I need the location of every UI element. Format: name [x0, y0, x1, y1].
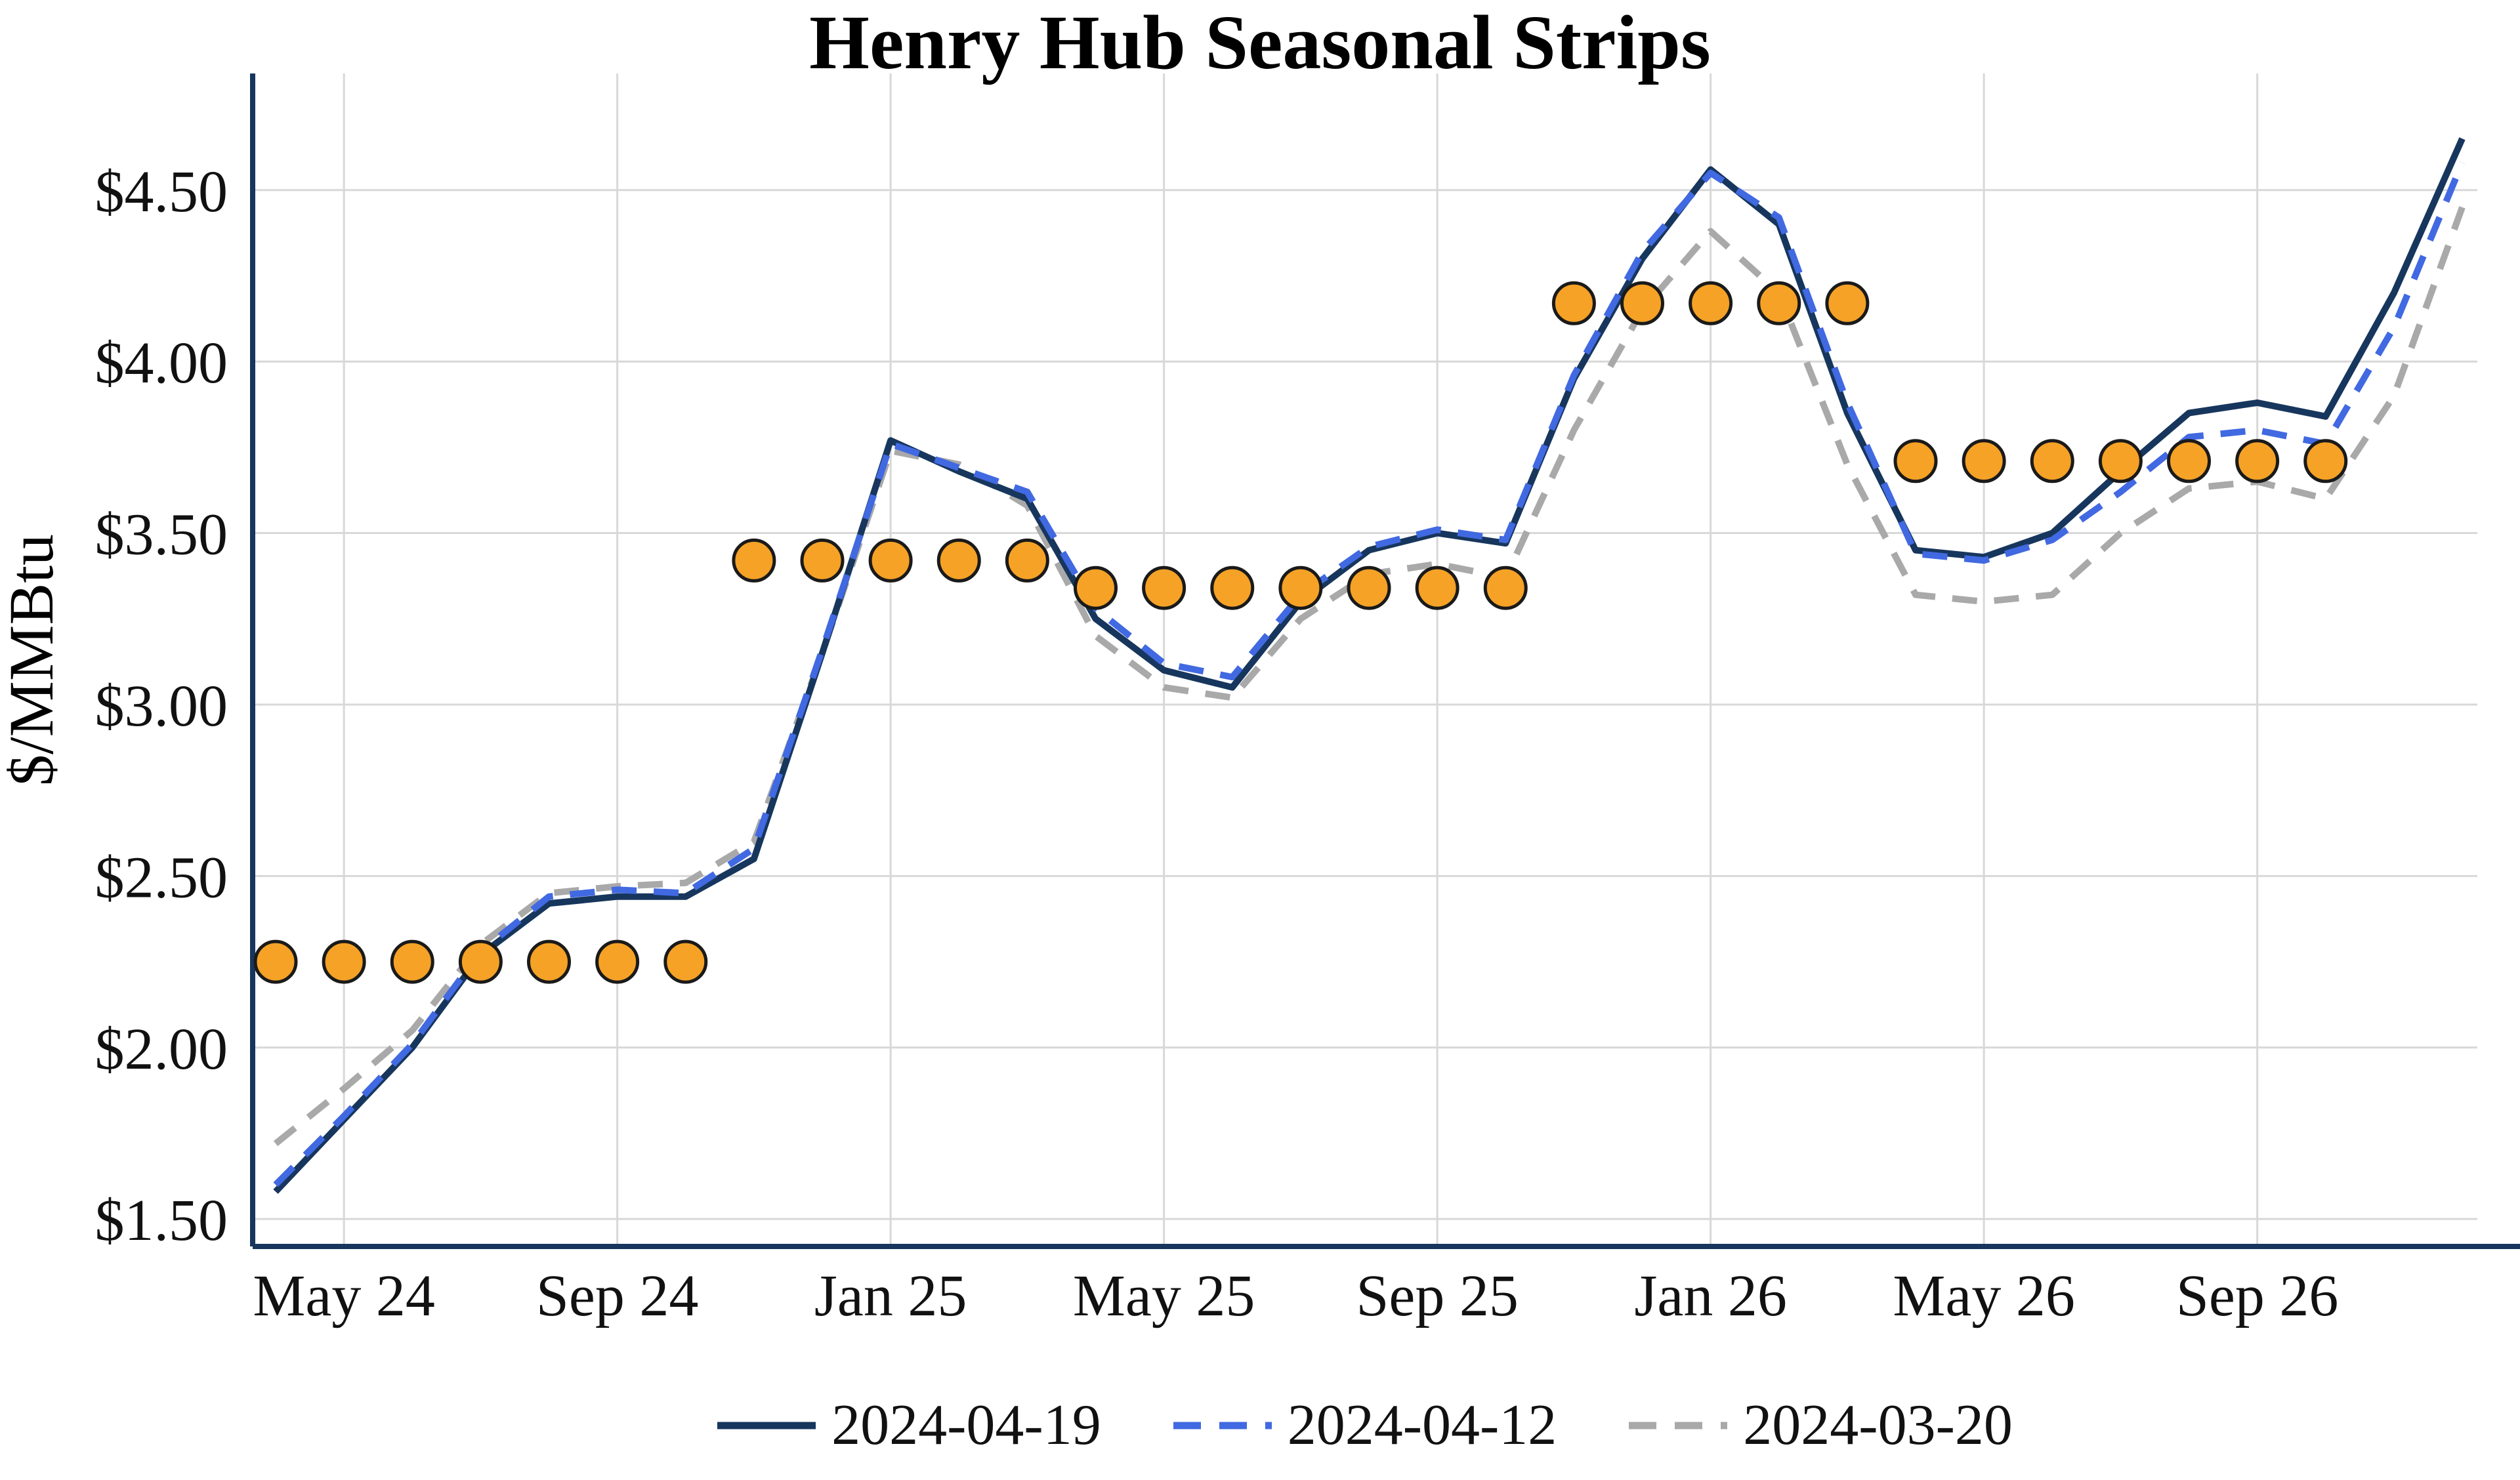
- strip-marker: [458, 939, 503, 984]
- axes-layer: [250, 73, 2520, 1249]
- tick-labels-layer: $1.50 $2.00 $2.50 $3.00 $3.50 $4.00 $4.50 May 2…: [95, 159, 2339, 1328]
- strip-marker: [595, 939, 640, 984]
- strip-marker: [1689, 281, 1733, 325]
- strip-marker: [2235, 439, 2280, 483]
- series-line-2024-04-19: [273, 137, 2466, 1194]
- strip-marker: [1415, 565, 1460, 610]
- x-tick-label: Sep 24: [536, 1264, 699, 1328]
- y-tick-label: $1.50: [95, 1188, 228, 1253]
- legend-swatch-dashed-line: [1173, 1422, 1272, 1429]
- legend: 2024-04-19 2024-04-12 2024-03-20: [253, 1383, 2477, 1468]
- strip-marker: [2030, 439, 2074, 483]
- strip-marker: [1551, 281, 1596, 325]
- x-tick-label: May 24: [253, 1264, 434, 1328]
- strip-marker: [732, 538, 776, 583]
- x-tick-label: Jan 25: [814, 1264, 967, 1328]
- legend-swatch-dashed-line: [1629, 1422, 1728, 1429]
- y-tick-label: $2.00: [95, 1017, 228, 1082]
- x-tick-label: Jan 26: [1634, 1264, 1786, 1328]
- strip-marker: [663, 939, 708, 984]
- legend-item-series-1: 2024-04-12: [1173, 1397, 1557, 1454]
- legend-label: 2024-03-20: [1743, 1393, 2013, 1457]
- strip-marker: [1757, 281, 1801, 325]
- strip-marker: [1620, 281, 1664, 325]
- legend-item-series-0: 2024-04-19: [717, 1397, 1101, 1454]
- strip-marker: [1074, 565, 1118, 610]
- strip-marker: [1005, 538, 1049, 583]
- strip-marker: [2098, 439, 2143, 483]
- series-line-2024-04-12: [273, 161, 2466, 1187]
- strip-marker: [2167, 439, 2211, 483]
- strip-marker: [800, 538, 845, 583]
- strip-marker: [1347, 565, 1391, 610]
- chart-title: Henry Hub Seasonal Strips: [809, 0, 1711, 85]
- strip-marker: [253, 939, 298, 984]
- x-tick-label: Sep 26: [2176, 1264, 2339, 1328]
- legend-label: 2024-04-12: [1287, 1393, 1557, 1457]
- series-line-2024-03-20: [273, 206, 2466, 1147]
- legend-item-series-2: 2024-03-20: [1629, 1397, 2013, 1454]
- strip-marker: [1483, 565, 1528, 610]
- grid-layer: [253, 73, 2477, 1246]
- x-tick-label: May 25: [1073, 1264, 1255, 1328]
- strip-marker: [1278, 565, 1323, 610]
- strip-marker: [1962, 439, 2006, 483]
- strip-marker: [390, 939, 434, 984]
- strip-marker: [936, 538, 981, 583]
- strip-marker: [1893, 439, 1938, 483]
- y-tick-label: $3.50: [95, 503, 228, 567]
- y-tick-label: $4.50: [95, 159, 228, 224]
- strip-marker: [1142, 565, 1186, 610]
- strip-markers-layer: [253, 281, 2348, 984]
- y-axis-label: $/MMBtu: [0, 534, 66, 786]
- y-tick-label: $2.50: [95, 845, 228, 910]
- legend-label: 2024-04-19: [831, 1393, 1101, 1457]
- strip-marker: [527, 939, 571, 984]
- strip-marker: [1210, 565, 1255, 610]
- y-tick-label: $3.00: [95, 674, 228, 739]
- strip-marker: [322, 939, 366, 984]
- strip-marker: [1825, 281, 1870, 325]
- y-tick-label: $4.00: [95, 331, 228, 396]
- strip-marker: [2303, 439, 2348, 483]
- series-layer: [273, 137, 2466, 1194]
- x-tick-label: Sep 25: [1356, 1264, 1519, 1328]
- x-tick-label: May 26: [1893, 1264, 2074, 1328]
- strip-marker: [868, 538, 913, 583]
- legend-swatch-solid-line: [717, 1422, 816, 1429]
